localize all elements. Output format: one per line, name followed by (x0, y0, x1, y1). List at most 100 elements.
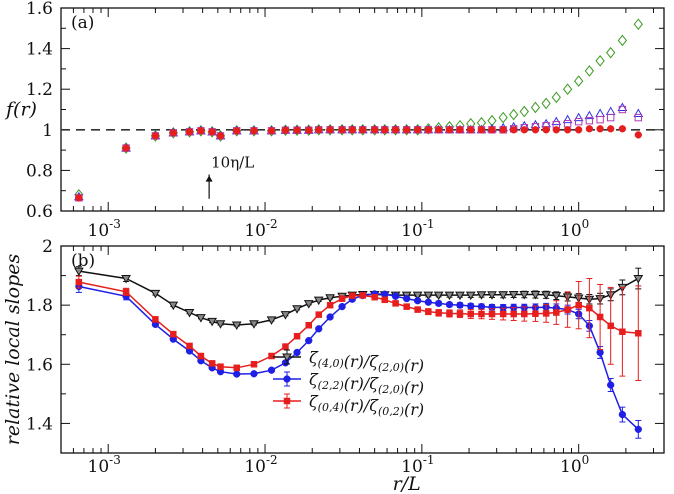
x-ticks (60, 8, 655, 211)
data-point: 0.15, 1.77 (446, 310, 453, 317)
panel-label: (b) (71, 251, 95, 271)
data-point: 0.11, 1 (423, 122, 433, 135)
data-point: 0.11, 1.83 (423, 291, 434, 301)
data-point: 0.53, 1.77 (532, 310, 539, 317)
y-ticks: 1.4 1.6 1.8 2 (26, 237, 664, 434)
data-point: 0.21, 1.83 (465, 291, 476, 301)
data-point: 0.15, 1.8 (445, 300, 454, 309)
x-tick-label: 100 (560, 453, 589, 477)
x-tick-label: 10-1 (401, 217, 434, 241)
data-point: 0.02, 1 (305, 126, 313, 134)
data-point: 0.02, 1.81 (303, 300, 314, 309)
data-point: 0.01, 1.74 (215, 320, 226, 329)
y-tick-label: 1.4 (26, 40, 53, 60)
series-triangle-down: 0, 1.920, 1.890, 1.840, 1.80, 1.780, 1.7… (74, 266, 644, 330)
plot-frame (60, 7, 665, 212)
data-point: 0.53, 1.11 (530, 101, 541, 114)
data-point: 0.01, 1 (250, 127, 258, 135)
legend-item: ζ(2,2)(r)/ζ(2,0)(r) (273, 370, 424, 397)
data-point: 0.28, 1.77 (488, 310, 496, 318)
data-point: 0, 0.99 (169, 129, 177, 137)
data-point: 0.15, 1.83 (444, 291, 455, 301)
y-tick-label: 1.4 (26, 414, 53, 434)
data-point: 1, 1.06 (573, 112, 584, 122)
data-point: 0.24, 1.84 (476, 291, 487, 300)
data-point: 0.13, 1.77 (435, 309, 442, 317)
data-point: 0.08, 1.82 (403, 294, 411, 303)
data-point: 0.24, 1 (477, 126, 486, 134)
annotation-arrow-head (205, 175, 213, 182)
data-point: 0.85, 1.79 (564, 306, 571, 313)
x-tick-labels: 10-3 10-2 10-1 100 10-3 10-2 10-1 100 (88, 217, 590, 477)
data-point: 0.04, 1 (348, 126, 356, 134)
data-point: 0.07, 1 (391, 126, 400, 134)
panel-b: 1.4 1.6 1.8 2 (b) 10-3 10-2 10-1 100 10-3 10-2 10-1… (2, 217, 665, 494)
data-point: 0, 1 (197, 127, 205, 135)
x-tick-label: 10-3 (88, 453, 121, 477)
y-tick-label: 1.6 (26, 0, 53, 19)
annotation: 10η/L (205, 153, 254, 199)
data-point: 1.17, 1.07 (584, 110, 595, 120)
legend-label: ζ(4,0)(r)/ζ(2,0)(r) (309, 348, 424, 375)
data-point: 0, 1.6 (208, 360, 216, 367)
legend-marker (283, 397, 291, 405)
data-point: 2.4, 0.98 (634, 131, 642, 139)
series-circle-filled: 0, 0.670, 0.910, 0.970, 0.990, 0.990, 10… (75, 125, 642, 202)
data-point: 0, 1.84 (150, 289, 161, 299)
data-point: 0, 0.91 (122, 144, 130, 152)
y-ticks: 0.6 0.8 1 1.2 1.4 1.6 (26, 0, 664, 222)
data-point: 1.9, 1.44 (617, 34, 628, 47)
data-point: 0.11, 1.81 (424, 298, 432, 306)
data-point: 0.02, 1.73 (305, 322, 312, 329)
data-point: 1.6, 1.06 (606, 113, 615, 122)
data-point: 0.01, 1.59 (217, 363, 224, 370)
series-triangle-open: 0, 0.670, 0.910, 0.970, 0.990, 0.990, 10… (74, 102, 644, 201)
data-point: 2.4, 1.06 (634, 113, 643, 122)
data-point: 1.6, 1 (607, 125, 615, 133)
data-point: 0, 1.85 (122, 288, 130, 296)
data-point: 0.01, 1 (267, 127, 276, 135)
data-point: 0.05, 1.83 (371, 293, 378, 301)
x-tick-label: 10-3 (88, 217, 121, 241)
data-point: 0.72, 1 (552, 126, 560, 134)
plot-frame (60, 245, 665, 454)
data-point: 0.03, 1.83 (325, 294, 335, 303)
data-point: 0.11, 1 (424, 126, 432, 134)
data-point: 0.01, 1 (281, 126, 290, 134)
data-point: 0, 1.75 (207, 317, 218, 327)
data-point: 1.9, 1.71 (619, 328, 626, 336)
data-point: 0.03, 1.8 (338, 302, 346, 311)
y-tick-label: 1.8 (26, 296, 53, 316)
data-point: 0.13, 1 (435, 126, 443, 134)
data-point: 0.04, 1.83 (349, 292, 356, 299)
data-point: 0, 1.66 (186, 342, 193, 350)
data-point: 0.08, 1.8 (403, 303, 410, 310)
data-point: 1.37, 1.76 (596, 313, 604, 321)
data-point: 0.45, 1.77 (521, 310, 528, 318)
data-point: 0.02, 1.77 (315, 311, 322, 318)
data-point: 1.37, 1.34 (595, 54, 605, 67)
data-point: 0.33, 1 (499, 126, 507, 134)
data-point: 0.21, 1.8 (467, 302, 475, 310)
data-point: 0.85, 1.03 (563, 120, 572, 128)
data-point: 0, 1.8 (168, 301, 179, 311)
data-point: 1.6, 1.53 (607, 381, 615, 389)
data-point: 0.08, 1 (403, 126, 411, 134)
data-point: 0, 1.75 (152, 316, 159, 323)
legend-item: ζ(0,4)(r)/ζ(0,2)(r) (273, 392, 424, 419)
data-point: 1.6, 1.09 (605, 106, 616, 116)
data-point: 0, 0.99 (185, 128, 194, 136)
data-point: 0.07, 1.83 (391, 292, 400, 300)
data-point: 1.17, 1.29 (584, 65, 595, 77)
data-point: 1.37, 1 (596, 125, 604, 133)
data-point: 0.09, 1.79 (414, 306, 421, 313)
data-point: 2.4, 1.89 (633, 275, 644, 284)
data-point: 0.02, 1 (315, 126, 323, 134)
data-point: 0.01, 1.73 (231, 321, 242, 330)
series-square-open: 0, 0.670, 0.910, 0.970, 0.990, 0.990, 10… (75, 105, 643, 202)
y-tick-label: 1.6 (26, 355, 53, 375)
legend: ζ(4,0)(r)/ζ(2,0)(r)ζ(2,2)(r)/ζ(2,0)(r)ζ(… (273, 348, 424, 419)
data-point: 1, 1 (575, 126, 583, 134)
y-axis-label: f(r) (4, 99, 37, 121)
y-tick-label: 1.2 (26, 80, 53, 100)
